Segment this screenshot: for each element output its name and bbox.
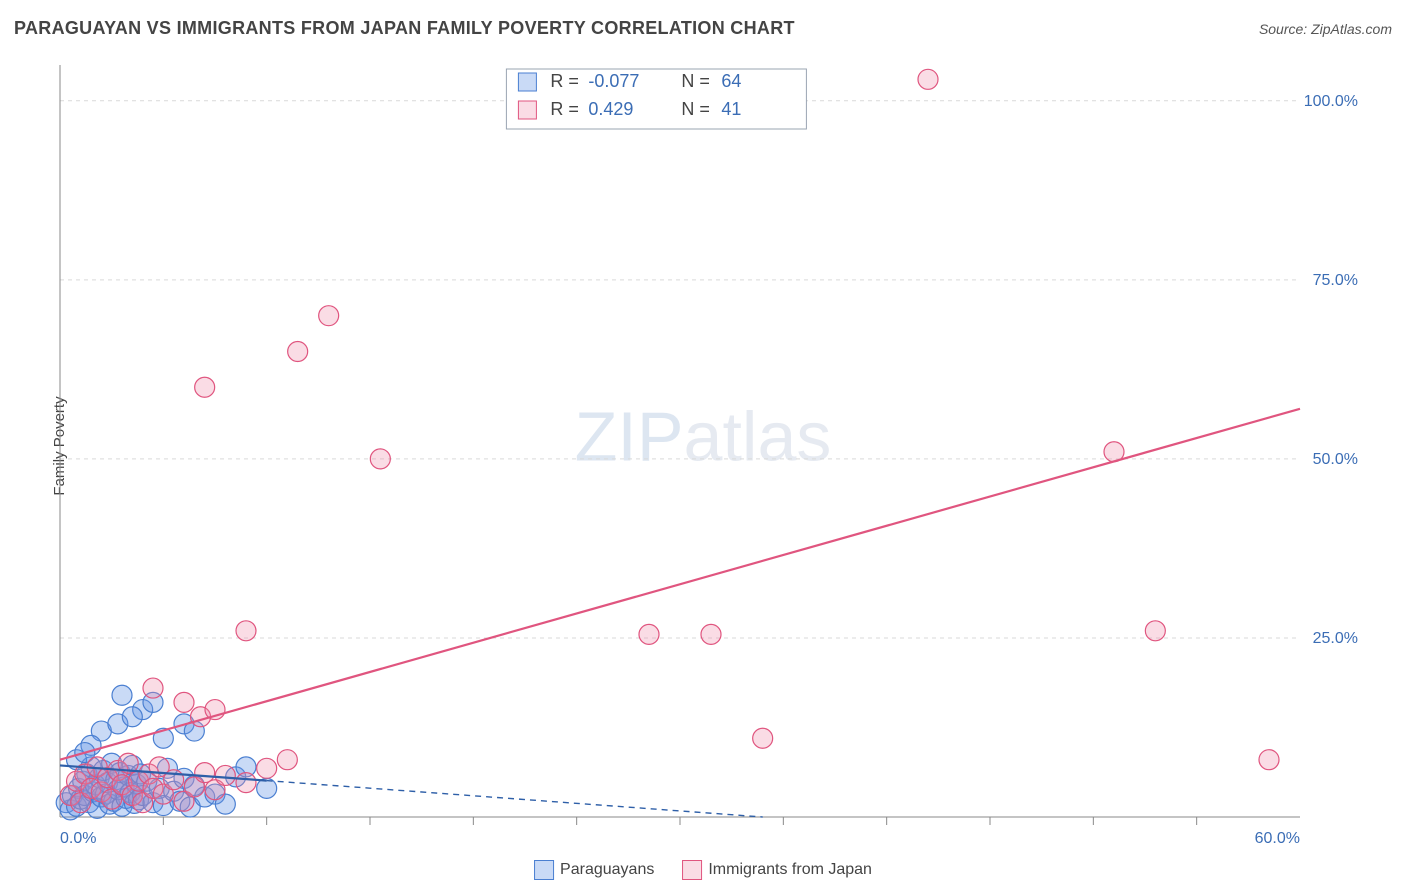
- svg-text:64: 64: [721, 71, 741, 91]
- svg-text:0.0%: 0.0%: [60, 830, 96, 845]
- legend-item-2: Immigrants from Japan: [682, 860, 872, 880]
- legend-label-1: Paraguayans: [560, 861, 654, 878]
- legend-swatch-1: [534, 860, 554, 880]
- svg-text:75.0%: 75.0%: [1313, 272, 1358, 289]
- svg-text:0.429: 0.429: [588, 99, 633, 119]
- svg-text:N =: N =: [681, 99, 710, 119]
- legend-item-1: Paraguayans: [534, 860, 654, 880]
- svg-text:60.0%: 60.0%: [1255, 830, 1300, 845]
- legend-swatch-2: [682, 860, 702, 880]
- correlation-scatter-chart: 25.0% 50.0% 75.0% 100.0% 0.0% 60.0% R = -0.077 N…: [50, 55, 1370, 845]
- svg-text:41: 41: [721, 99, 741, 119]
- chart-source: Source: ZipAtlas.com: [1259, 21, 1392, 37]
- svg-text:100.0%: 100.0%: [1304, 93, 1358, 110]
- chart-header: PARAGUAYAN VS IMMIGRANTS FROM JAPAN FAMI…: [14, 18, 1392, 39]
- svg-text:50.0%: 50.0%: [1313, 451, 1358, 468]
- svg-text:-0.077: -0.077: [588, 71, 639, 91]
- svg-text:25.0%: 25.0%: [1313, 630, 1358, 647]
- chart-title: PARAGUAYAN VS IMMIGRANTS FROM JAPAN FAMI…: [14, 18, 795, 39]
- svg-text:R =: R =: [550, 99, 579, 119]
- svg-text:R =: R =: [550, 71, 579, 91]
- legend-label-2: Immigrants from Japan: [708, 861, 872, 878]
- legend-bottom: Paraguayans Immigrants from Japan: [534, 860, 872, 880]
- svg-text:N =: N =: [681, 71, 710, 91]
